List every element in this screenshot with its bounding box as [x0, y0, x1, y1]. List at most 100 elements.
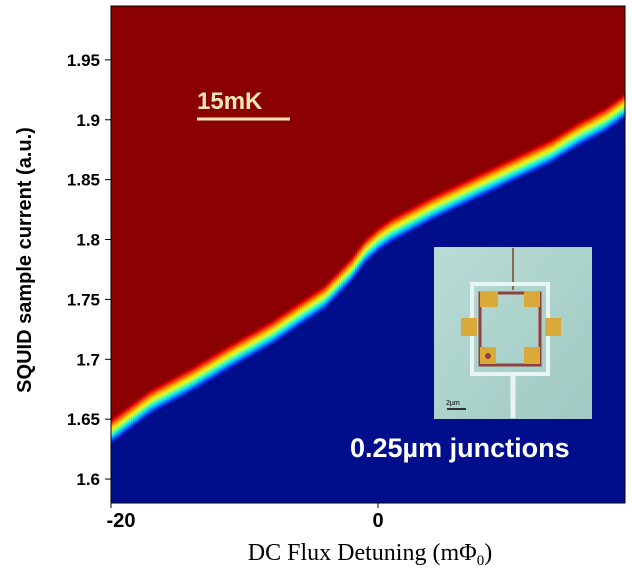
inset-inner-loop — [478, 291, 542, 367]
transition-band-segment — [199, 361, 202, 388]
transition-band-segment — [167, 379, 170, 405]
inset-junction — [485, 353, 491, 359]
transition-band-segment — [431, 194, 434, 221]
transition-band-segment — [477, 172, 481, 199]
transition-band-segment — [406, 208, 410, 235]
transition-band-segment — [479, 171, 483, 198]
transition-band-segment — [201, 360, 204, 387]
transition-band-segment — [415, 203, 418, 230]
transition-band-segment — [483, 170, 487, 196]
transition-band-segment — [312, 291, 315, 318]
transition-band-segment — [159, 383, 162, 410]
transition-band-segment — [316, 288, 320, 315]
transition-band-segment — [229, 343, 232, 370]
transition-band-segment — [111, 417, 114, 444]
transition-band-segment — [324, 283, 328, 309]
transition-band-segment — [441, 190, 444, 217]
transition-band-segment — [509, 157, 513, 184]
transition-band-segment — [157, 384, 160, 411]
transition-band-segment — [121, 409, 124, 436]
transition-band-segment — [308, 294, 311, 321]
transition-band-segment — [596, 110, 600, 137]
y-axis-ticks: 1.6 1.65 1.7 1.75 1.8 1.85 1.9 1.95 — [67, 51, 111, 489]
transition-band-segment — [547, 139, 551, 166]
transition-band-segment — [379, 224, 383, 251]
transition-band-segment — [115, 414, 118, 441]
transition-band-segment — [594, 111, 598, 138]
transition-band-segment — [302, 298, 305, 325]
transition-band-segment — [451, 185, 454, 212]
transition-band-segment — [330, 276, 334, 303]
inset-pad-right — [545, 318, 561, 336]
transition-band-segment — [137, 397, 140, 424]
transition-band-segment — [423, 199, 426, 226]
transition-band-segment — [289, 306, 293, 333]
transition-band-segment — [549, 138, 553, 165]
transition-band-segment — [269, 320, 272, 347]
transition-band-segment — [277, 315, 281, 342]
transition-band-segment — [237, 338, 240, 365]
transition-band-segment — [553, 136, 557, 162]
transition-band-segment — [326, 280, 330, 307]
plot-frame — [110, 5, 626, 504]
transition-band-segment — [570, 125, 573, 152]
x-tick-label: -20 — [107, 510, 136, 532]
transition-band-segment — [251, 330, 254, 357]
transition-band-segment — [372, 230, 375, 257]
transition-band-segment — [209, 355, 212, 382]
transition-band-segment — [285, 309, 289, 336]
transition-band-segment — [263, 323, 266, 350]
transition-band-segment — [461, 180, 465, 207]
transition-band-segment — [623, 93, 626, 120]
transition-band-segment — [255, 328, 258, 355]
transition-band-segment — [113, 415, 116, 442]
transition-band-segment — [402, 210, 406, 237]
transition-band-segment — [545, 140, 549, 167]
transition-band-segment — [455, 183, 458, 210]
transition-band-segment — [389, 217, 392, 244]
transition-band-segment — [600, 108, 604, 135]
transition-band-segment — [427, 197, 430, 224]
transition-band-segment — [181, 371, 184, 398]
y-tick-label: 1.85 — [67, 171, 100, 190]
transition-band-segment — [223, 346, 226, 373]
transition-band-segment — [133, 400, 136, 427]
transition-band-segment — [457, 182, 460, 209]
x-axis-label-subscript: 0 — [477, 553, 485, 569]
transition-band-segment — [568, 126, 571, 153]
transition-band-segment — [501, 161, 505, 188]
inset-pad-top-left — [480, 291, 498, 307]
transition-band-segment — [485, 169, 489, 195]
junctions-annotation: 0.25µm junctions — [350, 433, 570, 463]
transition-band-segment — [287, 308, 291, 335]
transition-band-segment — [487, 168, 491, 195]
transition-band-segment — [243, 335, 246, 362]
transition-band-segment — [211, 354, 214, 381]
transition-band-segment — [527, 148, 531, 175]
transition-band-segment — [497, 163, 501, 190]
transition-band-segment — [453, 184, 456, 211]
transition-band-segment — [295, 302, 299, 329]
transition-band-segment — [378, 225, 381, 252]
transition-band-segment — [131, 402, 134, 429]
transition-band-segment — [463, 179, 467, 206]
transition-band-segment — [336, 270, 340, 297]
transition-band-segment — [273, 317, 276, 344]
transition-band-segment — [283, 311, 287, 337]
transition-band-segment — [259, 326, 262, 353]
transition-band-segment — [245, 334, 248, 361]
transition-band-segment — [412, 204, 416, 231]
transition-band-segment — [193, 364, 196, 391]
transition-band-segment — [215, 351, 218, 378]
transition-band-segment — [293, 304, 297, 331]
transition-band-segment — [605, 106, 608, 133]
transition-band-segment — [505, 159, 509, 186]
transition-band-segment — [179, 372, 182, 399]
x-axis-label-close: ) — [484, 540, 492, 566]
transition-band-segment — [304, 297, 307, 324]
transition-band-segment — [408, 207, 412, 233]
transition-band-segment — [541, 142, 545, 169]
transition-band-segment — [621, 94, 624, 121]
transition-band-segment — [555, 134, 559, 161]
y-tick-label: 1.6 — [76, 470, 100, 489]
